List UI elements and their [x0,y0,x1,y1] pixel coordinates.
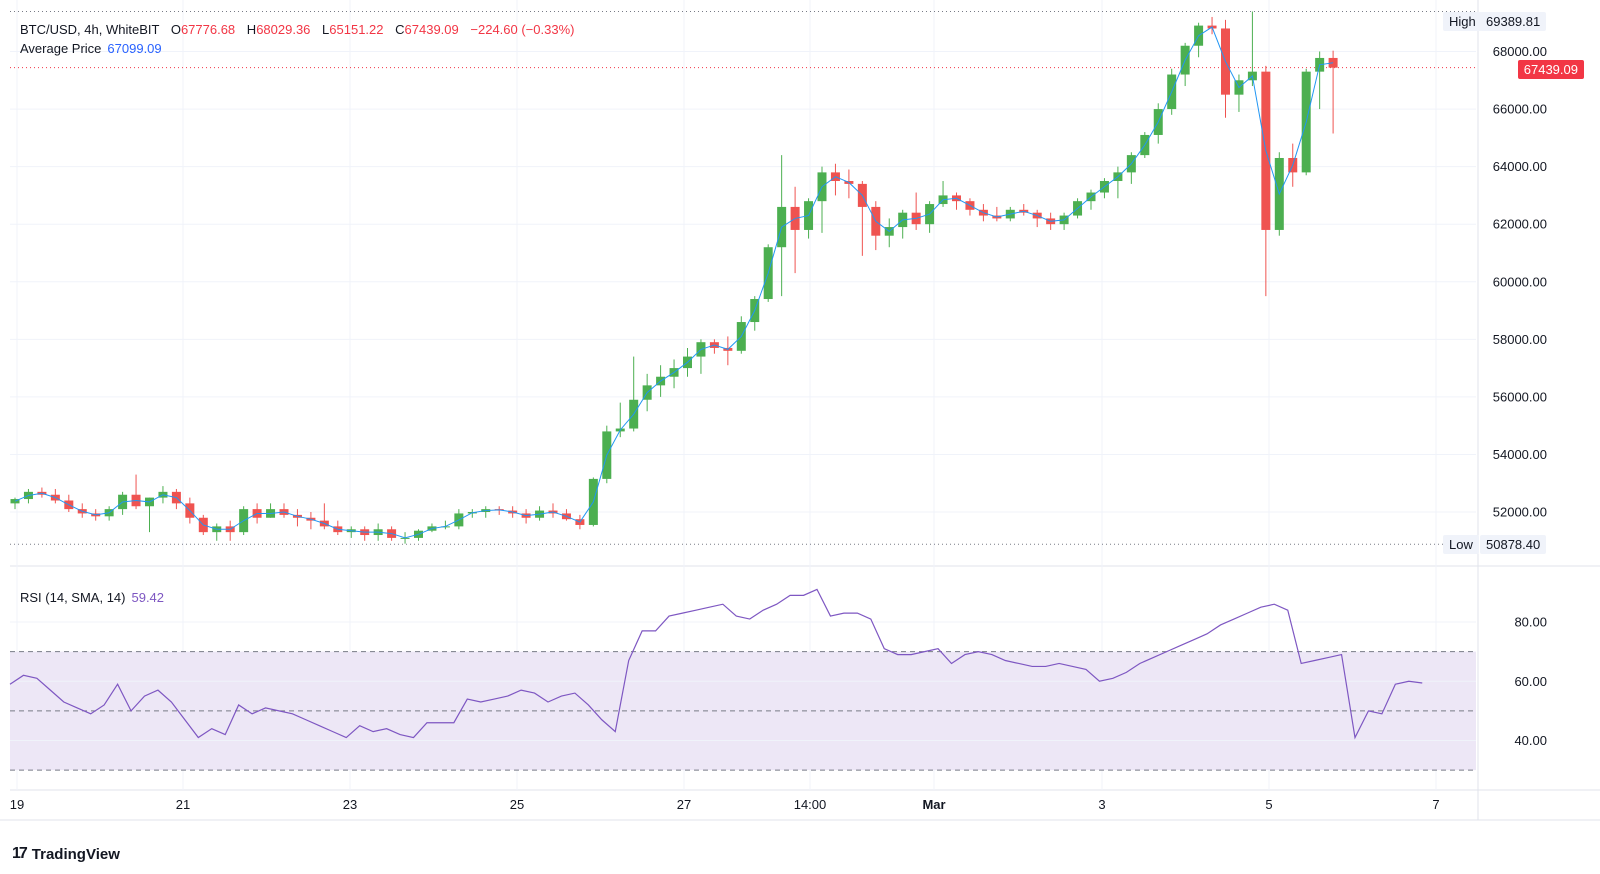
rsi-tick-label: 80.00 [1514,615,1547,630]
price-tick-label: 56000.00 [1493,389,1547,404]
tradingview-logo[interactable]: 17 TradingView [12,845,120,863]
high-label: H [246,22,257,37]
low-marker-value: 50878.40 [1480,535,1547,554]
close-value: 67439.09 [404,22,459,37]
time-tick-label: 19 [10,797,24,812]
high-value: 68029.36 [256,22,311,37]
price-tick-label: 54000.00 [1493,447,1547,462]
low-label: L [322,22,330,37]
tradingview-icon: 17 [12,845,28,862]
price-tick-label: 52000.00 [1493,505,1547,520]
price-tick-label: 68000.00 [1493,44,1547,59]
time-tick-label: 14:00 [794,797,827,812]
symbol-title: BTC/USD, 4h, WhiteBIT [20,22,160,37]
change-value: −224.60 (−0.33%) [470,22,575,37]
price-tick-label: 66000.00 [1493,102,1547,117]
rsi-legend[interactable]: RSI (14, SMA, 14) 59.42 [20,590,164,605]
rsi-value: 59.42 [131,590,165,605]
average-price-legend[interactable]: Average Price 67099.09 [20,41,162,56]
time-tick-label: Mar [922,797,945,812]
low-value: 65151.22 [329,22,384,37]
symbol-legend: BTC/USD, 4h, WhiteBIT O67776.68 H68029.3… [20,22,574,37]
open-label: O [170,22,181,37]
average-price-line [14,26,1334,539]
time-tick-label: 5 [1265,797,1272,812]
time-tick-label: 25 [510,797,524,812]
high-marker-value: 69389.81 [1480,12,1547,31]
open-value: 67776.68 [180,22,236,37]
price-tick-label: 60000.00 [1493,274,1547,289]
price-tick-label: 58000.00 [1493,332,1547,347]
time-tick-label: 7 [1432,797,1439,812]
price-tick-label: 62000.00 [1493,217,1547,232]
rsi-tick-label: 40.00 [1514,733,1547,748]
rsi-label: RSI (14, SMA, 14) [20,590,126,605]
high-marker-label: High [1443,12,1482,31]
price-tick-label: 64000.00 [1493,159,1547,174]
time-tick-label: 3 [1098,797,1105,812]
time-tick-label: 23 [343,797,357,812]
rsi-line [9,588,1423,740]
close-label: C [395,22,405,37]
average-price-value: 67099.09 [107,41,162,56]
candle-body [1328,57,1338,68]
average-price-label: Average Price [20,41,102,56]
low-marker-label: Low [1443,535,1479,554]
time-tick-label: 27 [677,797,691,812]
last-price-tag: 67439.09 [1517,60,1584,79]
brand-name: TradingView [31,845,120,863]
time-tick-label: 21 [176,797,190,812]
rsi-tick-label: 60.00 [1514,674,1547,689]
